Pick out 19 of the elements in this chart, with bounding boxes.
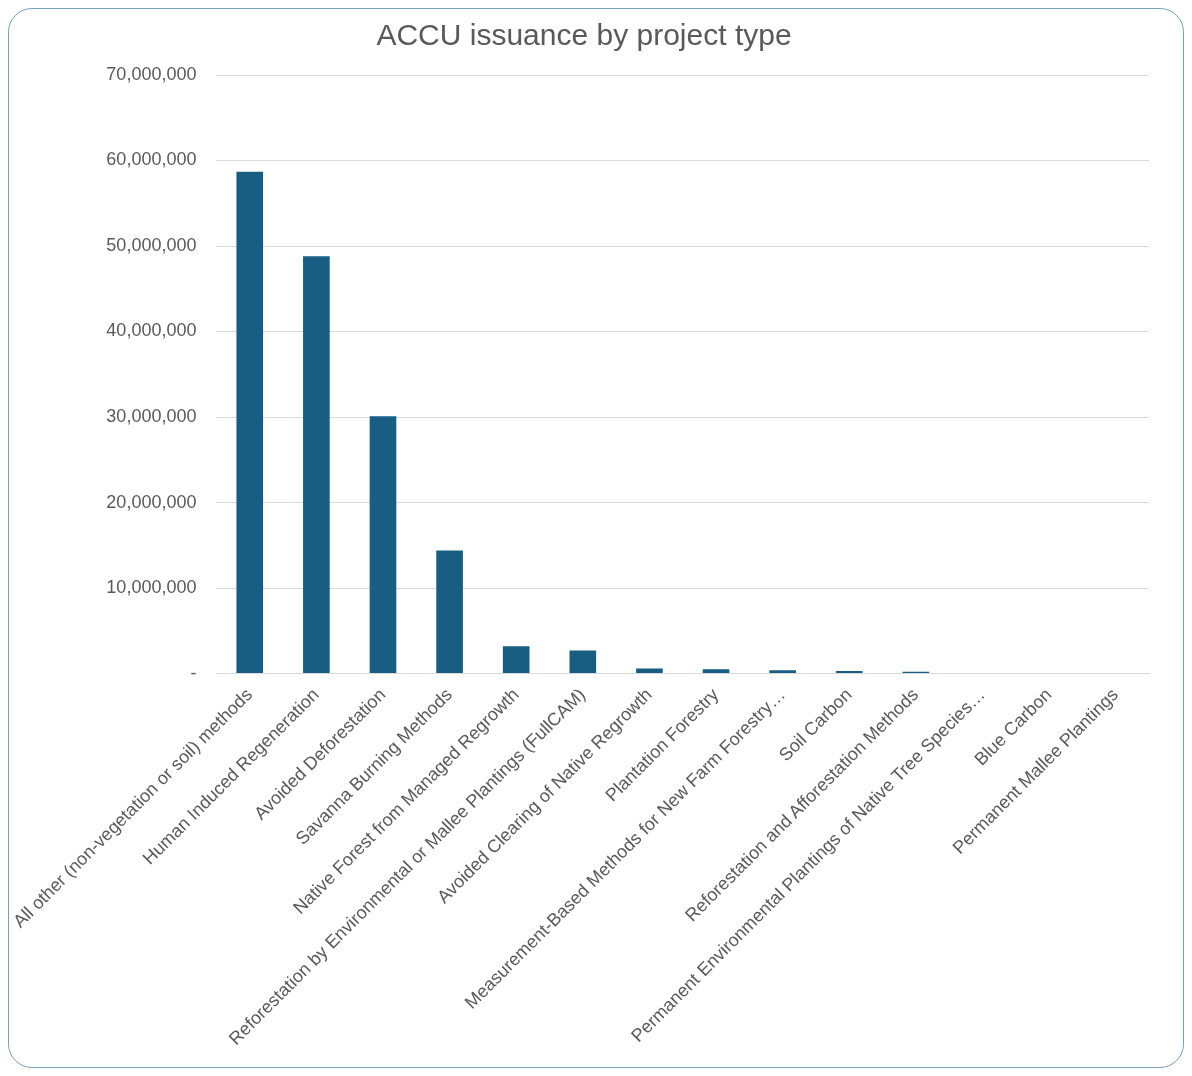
y-tick-label: 10,000,000 (106, 577, 197, 598)
bar (502, 646, 530, 674)
y-tick-label: 70,000,000 (106, 63, 197, 84)
chart-title: ACCU issuance by project type (376, 18, 792, 52)
y-tick-label: 50,000,000 (106, 234, 197, 255)
bar (835, 671, 863, 674)
bar (769, 670, 796, 674)
bar (702, 669, 730, 674)
bar (436, 550, 463, 674)
y-tick-label: - (190, 662, 197, 683)
y-tick-label: 60,000,000 (106, 149, 197, 170)
bar (369, 416, 397, 674)
bar (236, 171, 264, 674)
bar (636, 668, 663, 674)
y-tick-label: 30,000,000 (106, 406, 197, 427)
bar (303, 256, 330, 674)
y-tick-label: 40,000,000 (106, 320, 197, 341)
y-tick-label: 20,000,000 (106, 491, 197, 512)
bar (569, 650, 597, 674)
